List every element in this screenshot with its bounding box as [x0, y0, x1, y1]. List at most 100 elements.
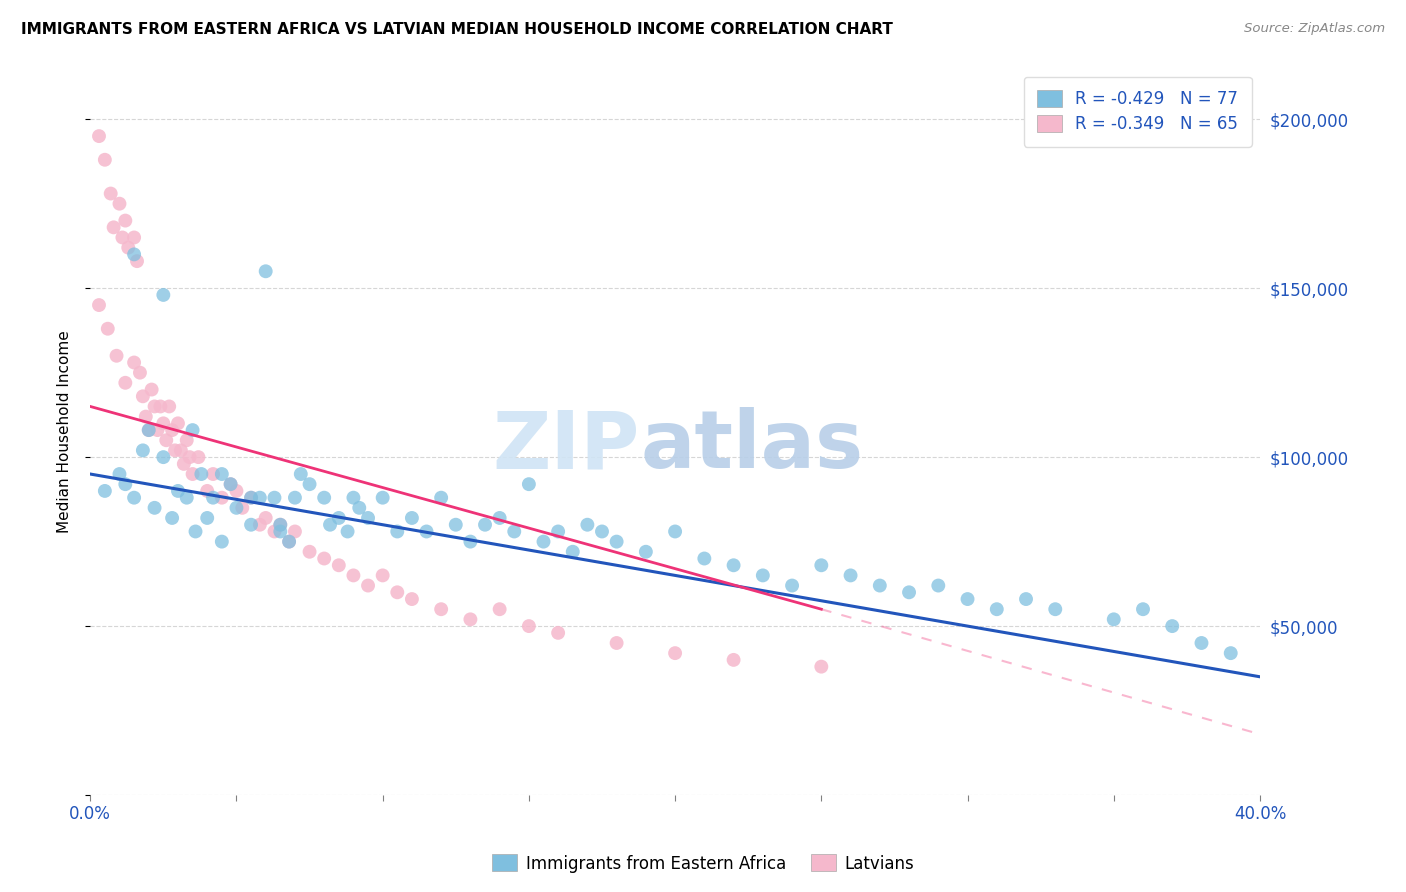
Point: [927, 578, 949, 592]
Point: [87, 298, 110, 312]
Point: [146, 423, 169, 437]
Point: [181, 423, 204, 437]
Point: [956, 592, 979, 607]
Point: [349, 500, 371, 515]
Point: [869, 578, 891, 592]
Point: [357, 578, 380, 592]
Point: [167, 417, 190, 431]
Text: atlas: atlas: [640, 408, 863, 485]
Point: [298, 477, 321, 491]
Point: [460, 534, 482, 549]
Point: [752, 568, 775, 582]
Point: [319, 517, 342, 532]
Point: [314, 491, 336, 505]
Point: [606, 534, 628, 549]
Point: [591, 524, 613, 539]
Point: [225, 500, 247, 515]
Point: [1191, 636, 1213, 650]
Point: [122, 247, 145, 261]
Point: [103, 220, 125, 235]
Point: [430, 602, 453, 616]
Point: [170, 443, 193, 458]
Point: [114, 213, 136, 227]
Point: [94, 153, 117, 167]
Point: [108, 196, 131, 211]
Point: [328, 558, 350, 573]
Point: [132, 389, 155, 403]
Point: [135, 409, 157, 424]
Point: [190, 467, 212, 481]
Point: [328, 511, 350, 525]
Point: [263, 524, 285, 539]
Point: [211, 534, 233, 549]
Point: [1219, 646, 1241, 660]
Point: [517, 477, 540, 491]
Point: [195, 483, 218, 498]
Point: [211, 467, 233, 481]
Point: [117, 241, 139, 255]
Point: [202, 467, 225, 481]
Point: [576, 517, 599, 532]
Text: ZIP: ZIP: [492, 408, 640, 485]
Point: [176, 434, 198, 448]
Point: [195, 511, 218, 525]
Point: [143, 500, 166, 515]
Point: [664, 524, 686, 539]
Point: [488, 602, 510, 616]
Point: [503, 524, 526, 539]
Point: [143, 400, 166, 414]
Point: [371, 491, 394, 505]
Legend: Immigrants from Eastern Africa, Latvians: Immigrants from Eastern Africa, Latvians: [485, 847, 921, 880]
Point: [129, 366, 152, 380]
Point: [401, 592, 423, 607]
Point: [249, 491, 271, 505]
Point: [114, 376, 136, 390]
Point: [357, 511, 380, 525]
Point: [163, 443, 186, 458]
Point: [94, 483, 117, 498]
Point: [157, 400, 180, 414]
Point: [839, 568, 862, 582]
Point: [810, 659, 832, 673]
Point: [202, 491, 225, 505]
Point: [231, 500, 253, 515]
Point: [184, 524, 207, 539]
Point: [141, 383, 163, 397]
Point: [1015, 592, 1038, 607]
Point: [387, 524, 409, 539]
Point: [533, 534, 555, 549]
Point: [664, 646, 686, 660]
Point: [342, 568, 364, 582]
Point: [167, 483, 190, 498]
Point: [693, 551, 716, 566]
Point: [219, 477, 242, 491]
Point: [122, 491, 145, 505]
Point: [219, 477, 242, 491]
Point: [314, 551, 336, 566]
Point: [606, 636, 628, 650]
Point: [87, 129, 110, 144]
Legend: R = -0.429   N = 77, R = -0.349   N = 65: R = -0.429 N = 77, R = -0.349 N = 65: [1024, 77, 1251, 146]
Point: [211, 491, 233, 505]
Point: [125, 254, 148, 268]
Point: [269, 517, 291, 532]
Point: [284, 524, 307, 539]
Point: [152, 450, 174, 464]
Point: [986, 602, 1008, 616]
Point: [225, 483, 247, 498]
Point: [149, 400, 172, 414]
Point: [132, 443, 155, 458]
Point: [415, 524, 437, 539]
Point: [723, 653, 745, 667]
Point: [160, 511, 183, 525]
Point: [100, 186, 122, 201]
Point: [108, 467, 131, 481]
Point: [430, 491, 453, 505]
Point: [810, 558, 832, 573]
Point: [278, 534, 301, 549]
Point: [240, 491, 263, 505]
Point: [488, 511, 510, 525]
Point: [122, 355, 145, 369]
Point: [561, 545, 583, 559]
Point: [152, 417, 174, 431]
